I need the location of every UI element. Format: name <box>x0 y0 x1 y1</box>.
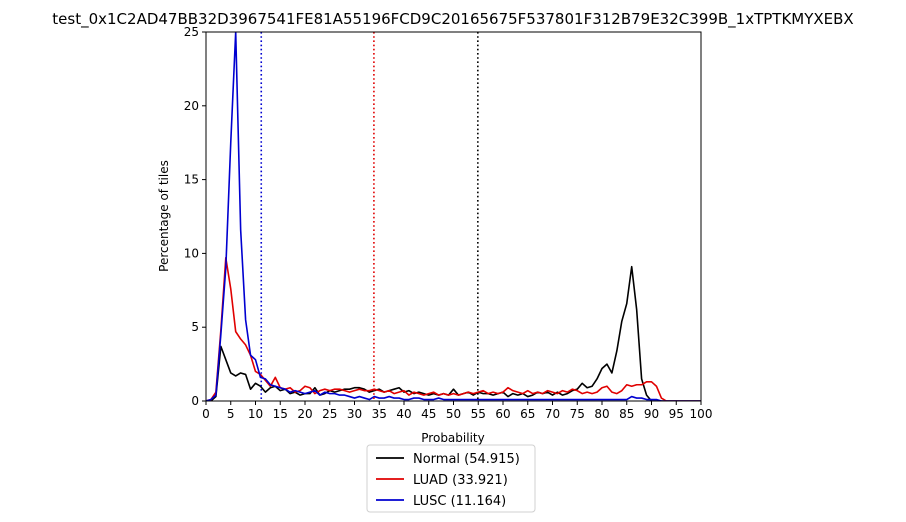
y-axis: 0 5 10 15 20 25 <box>184 25 206 408</box>
x-tick-label: 10 <box>248 407 263 421</box>
x-tick-label: 55 <box>471 407 486 421</box>
x-tick-label: 40 <box>396 407 411 421</box>
x-tick-label: 0 <box>202 407 210 421</box>
y-tick-label: 5 <box>191 320 199 334</box>
x-tick-label: 5 <box>227 407 235 421</box>
series-line-2 <box>206 32 701 401</box>
x-axis: 0 5 10 15 20 25 30 35 40 45 50 55 60 65 70 75 80 85 90 95 10… <box>202 401 712 421</box>
y-tick-label: 15 <box>184 173 199 187</box>
legend-label: LUAD (33.921) <box>413 473 508 488</box>
x-tick-label: 95 <box>669 407 684 421</box>
x-tick-label: 20 <box>297 407 312 421</box>
y-tick-label: 25 <box>184 25 199 39</box>
legend-label: Normal (54.915) <box>413 452 520 467</box>
chart-title: test_0x1C2AD47BB32D3967541FE81A55196FCD9… <box>52 10 853 29</box>
legend: Normal (54.915) LUAD (33.921) LUSC (11.164… <box>366 444 536 513</box>
x-tick-label: 60 <box>495 407 510 421</box>
x-tick-label: 80 <box>594 407 609 421</box>
x-tick-label: 65 <box>520 407 535 421</box>
x-tick-label: 70 <box>545 407 560 421</box>
y-axis-label: Percentage of tiles <box>157 160 171 272</box>
x-tick-label: 45 <box>421 407 436 421</box>
y-tick-label: 10 <box>184 246 199 260</box>
x-axis-label: Probability <box>421 431 484 445</box>
x-tick-label: 35 <box>372 407 387 421</box>
x-tick-label: 15 <box>273 407 288 421</box>
x-tick-label: 100 <box>690 407 713 421</box>
y-tick-label: 20 <box>184 99 199 113</box>
x-tick-label: 85 <box>619 407 634 421</box>
legend-box <box>366 444 536 513</box>
x-tick-label: 75 <box>570 407 585 421</box>
x-tick-label: 50 <box>446 407 461 421</box>
plot-area <box>205 31 702 402</box>
legend-label: LUSC (11.164) <box>413 494 506 509</box>
series-line-1 <box>206 257 701 401</box>
x-tick-label: 30 <box>347 407 362 421</box>
series-line-0 <box>206 265 701 401</box>
x-tick-label: 25 <box>322 407 337 421</box>
x-tick-label: 90 <box>644 407 659 421</box>
axes-frame <box>205 31 702 402</box>
y-tick-label: 0 <box>191 394 199 408</box>
